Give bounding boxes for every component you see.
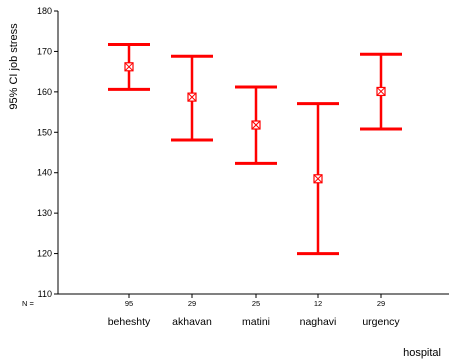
y-tick-label: 160 — [37, 87, 52, 97]
mean-marker-cross — [124, 62, 134, 72]
n-count-label: 25 — [252, 299, 260, 308]
n-count-label: 29 — [188, 299, 196, 308]
y-tick-label: 180 — [37, 6, 52, 16]
n-count-label: 12 — [314, 299, 322, 308]
mean-marker-cross — [251, 120, 261, 130]
x-category-label: beheshty — [108, 316, 151, 328]
x-category-label: naghavi — [300, 316, 337, 328]
y-axis-title: 95% CI job stress — [8, 23, 20, 110]
y-tick-label: 140 — [37, 168, 52, 178]
x-axis-labels: 95 beheshty 29 akhavan 25 matini 12 naghavi 29 ur… — [108, 294, 400, 328]
x-axis-title: hospital — [403, 347, 441, 359]
axes — [57, 11, 449, 295]
y-axis-ticks: 110 120 130 140 150 160 170 180 — [37, 6, 58, 299]
mean-marker-cross — [187, 92, 197, 102]
x-category-label: akhavan — [172, 316, 212, 328]
x-category-label: urgency — [362, 316, 400, 328]
mean-marker-cross — [313, 174, 323, 184]
y-tick-label: 170 — [37, 46, 52, 56]
y-tick-label: 130 — [37, 208, 52, 218]
y-tick-label: 150 — [37, 127, 52, 137]
mean-marker-cross — [376, 87, 386, 96]
n-count-label: 29 — [377, 299, 385, 308]
n-prefix-label: N = — [22, 299, 35, 308]
n-count-label: 95 — [125, 299, 133, 308]
error-bars — [108, 43, 402, 256]
y-tick-label: 120 — [37, 249, 52, 259]
x-category-label: matini — [242, 316, 270, 328]
y-tick-label: 110 — [38, 289, 52, 299]
